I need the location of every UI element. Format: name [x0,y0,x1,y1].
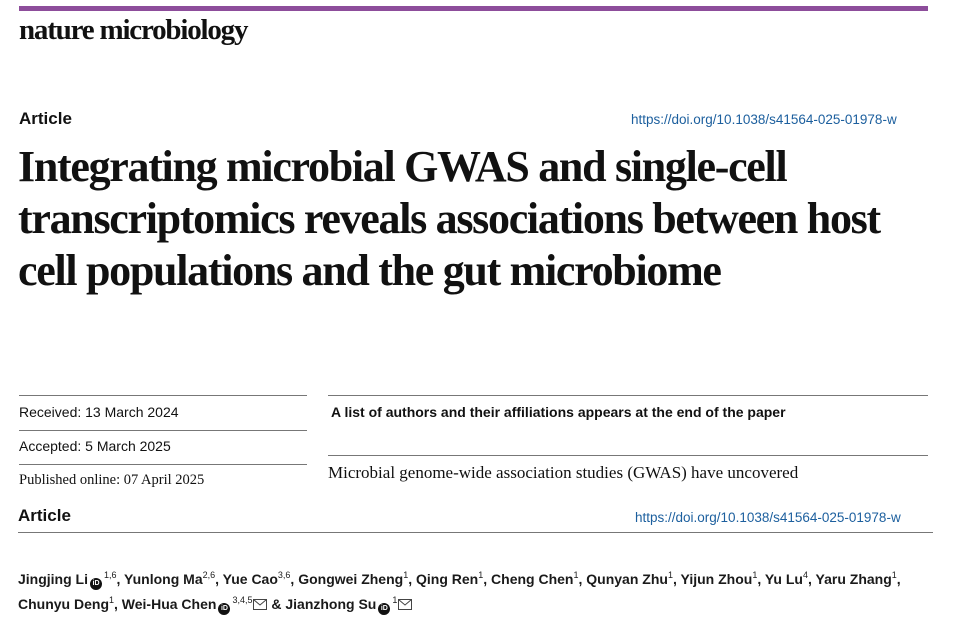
author[interactable]: Gongwei Zheng1, [298,570,413,588]
author[interactable]: Wei-Hua Chen iD3,4,5 & [121,595,282,615]
divider [18,532,933,533]
accepted-date: Accepted: 5 March 2025 [19,438,171,454]
author[interactable]: Yu Lu4, [764,570,812,588]
affiliation-superscript: 1 [891,570,897,580]
journal-accent-bar [19,6,928,11]
divider [328,455,928,456]
affiliation-superscript: 1,6 [104,570,117,580]
published-date: Published online: 07 April 2025 [19,472,205,488]
abstract-first-line: Microbial genome-wide association studie… [328,463,799,482]
affiliation-superscript: 1 [109,595,115,605]
affiliation-superscript: 3,6 [277,570,291,580]
affiliation-superscript: 1 [573,570,579,580]
author-separator: , [672,571,677,587]
received-date: Received: 13 March 2024 [19,404,179,420]
author-separator: , [896,571,901,587]
orcid-icon[interactable]: iD [218,603,231,615]
article-title: Integrating microbial GWAS and single-ce… [18,142,881,295]
orcid-icon[interactable]: iD [90,578,102,590]
author-name: Jianzhong Su [285,596,377,612]
author[interactable]: Yaru Zhang1, [815,570,901,588]
author-separator: , [578,571,583,587]
author-separator: , [215,571,220,587]
author[interactable]: Yunlong Ma2,6, [124,570,220,588]
author-name: Yue Cao [222,571,278,587]
author-separator: , [290,571,295,587]
doi-link-repeat[interactable]: https://doi.org/10.1038/s41564-025-01978… [635,510,901,525]
author-separator: , [808,571,812,587]
author-separator: , [116,571,121,587]
affiliation-superscript: 1 [752,570,758,580]
affiliation-superscript: 2,6 [202,570,216,580]
journal-name: nature microbiology [19,14,248,46]
doi-link[interactable]: https://doi.org/10.1038/s41564-025-01978… [631,112,897,127]
author-name: Qunyan Zhu [586,571,668,587]
article-type-label-repeat: Article [18,506,71,525]
orcid-icon[interactable]: iD [378,603,391,615]
author[interactable]: Chunyu Deng1, [18,595,118,613]
divider [328,395,928,396]
divider [19,430,307,431]
author-name: Yaru Zhang [815,571,892,587]
author[interactable]: Qing Ren1, [416,570,488,588]
author-separator: , [757,571,762,587]
author-name: Yunlong Ma [124,571,203,587]
author-name: Wei-Hua Chen [121,596,217,612]
affiliation-superscript: 1 [478,570,484,580]
affiliation-superscript: 1 [403,570,409,580]
affiliation-superscript: 1 [667,570,673,580]
email-icon[interactable] [398,599,413,610]
affiliation-superscript: 4 [802,570,808,580]
author-separator: , [408,571,413,587]
author-name: Jingjing Li [18,571,88,587]
author[interactable]: Qunyan Zhu1, [586,570,677,588]
author-name: Yijun Zhou [680,571,753,587]
divider [19,395,307,396]
author-separator: & [267,596,282,612]
author-separator: , [114,596,118,612]
affiliation-superscript: 3,4,5 [232,595,253,605]
affiliation-superscript: 1 [392,595,398,605]
author-name: Yu Lu [764,571,803,587]
author-name: Cheng Chen [491,571,574,587]
author-name: Gongwei Zheng [298,571,404,587]
author[interactable]: Cheng Chen1, [491,570,583,588]
author[interactable]: Jianzhong Su iD1 [285,595,413,615]
article-type-label: Article [19,109,72,128]
author[interactable]: Yijun Zhou1, [680,570,762,588]
author-name: Chunyu Deng [18,596,109,612]
divider [19,464,307,465]
author-list: Jingjing Li iD1,6, Yunlong Ma2,6, Yue Cao… [18,567,948,617]
author-separator: , [483,571,488,587]
author-name: Qing Ren [416,571,479,587]
email-icon[interactable] [253,599,268,610]
affiliations-note: A list of authors and their affiliations… [331,404,786,420]
author[interactable]: Jingjing Li iD1,6, [18,570,121,590]
author[interactable]: Yue Cao3,6, [222,570,295,588]
